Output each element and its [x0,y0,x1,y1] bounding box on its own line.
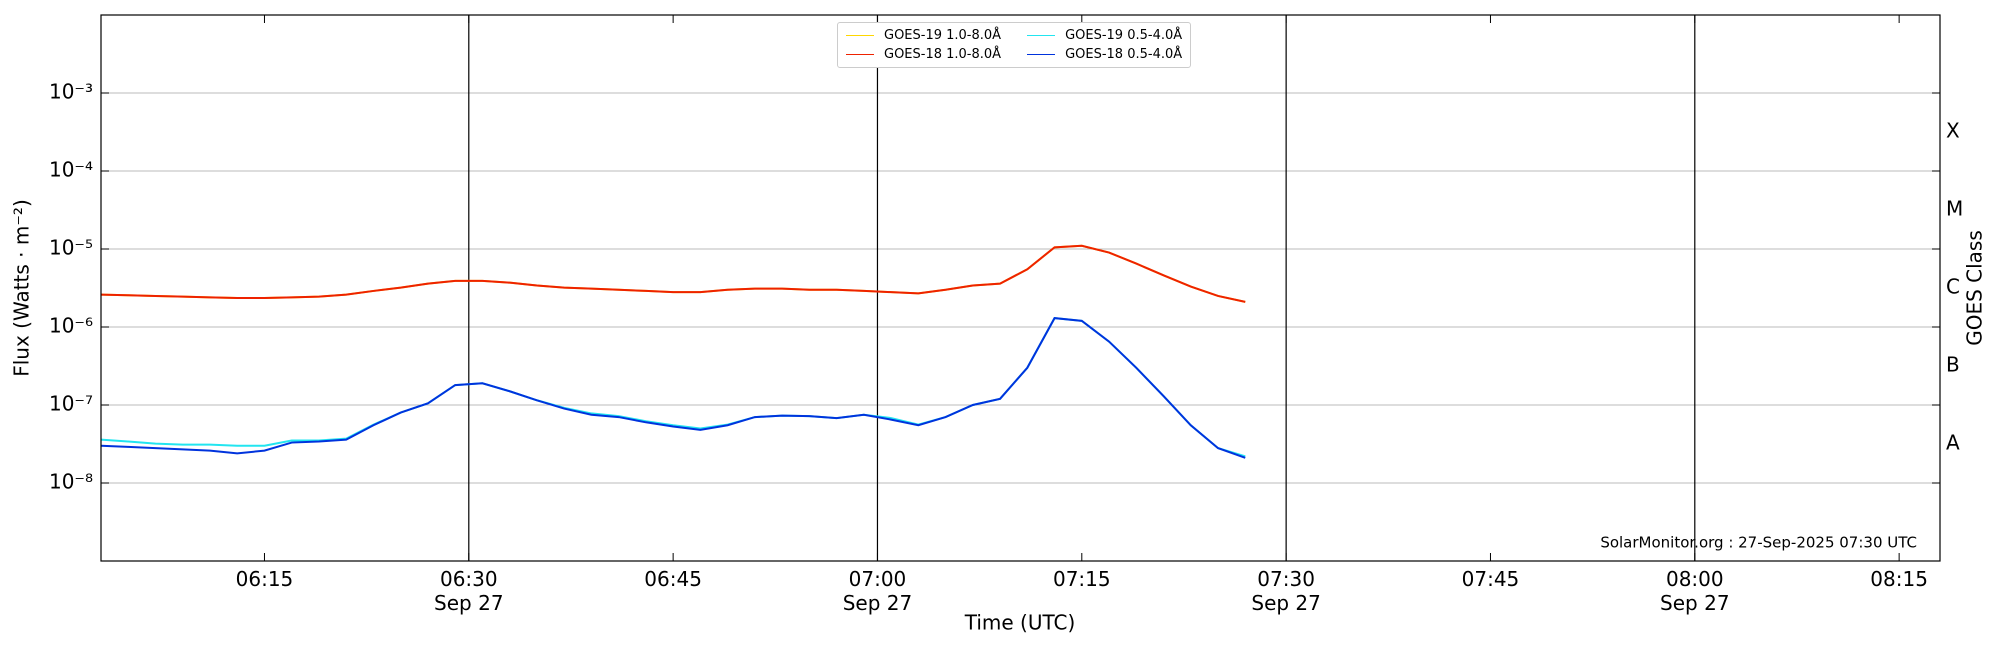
y2-axis-title: GOES Class [1963,230,1987,346]
legend-swatch [1027,54,1056,55]
y2-tick-label: X [1946,119,1960,143]
y2-tick-label: C [1946,275,1960,299]
legend-label: GOES-18 0.5-4.0Å [1065,47,1183,62]
x-tick-label: 07:45 [1461,567,1520,591]
series-line [100,317,1246,459]
legend-label: GOES-18 1.0-8.0Å [884,47,1002,62]
legend-swatch [846,54,874,55]
y2-tick-label: M [1946,197,1963,221]
legend-item: GOES-18 1.0-8.0Å [846,47,1001,62]
x-tick-label: 07:15 [1052,567,1111,591]
plot-frame [100,14,1941,562]
legend-swatch [846,35,874,36]
legend-label: GOES-19 0.5-4.0Å [1065,28,1183,43]
y2-tick-label: B [1946,353,1960,377]
legend-swatch [1027,35,1056,36]
y-axis-title: Flux (Watts · m⁻²) [10,199,34,377]
series-line [100,244,1246,303]
y-tick-label: 10⁻⁴ [49,158,93,182]
legend: GOES-19 1.0-8.0Å GOES-18 1.0-8.0Å GOES-19 … [837,22,1192,68]
series-line [100,317,1246,458]
y-tick-label: 10⁻⁷ [49,392,93,416]
legend-label: GOES-19 1.0-8.0Å [884,28,1002,43]
x-tick-label: 08:15 [1870,567,1928,591]
x-tick-label: 06:15 [235,567,294,591]
x-tick-label: 06:45 [644,567,702,591]
x-axis-title: Time (UTC) [964,611,1076,635]
legend-item: GOES-19 1.0-8.0Å [846,28,1001,43]
x-tick-label: 06:30 Sep 27 [434,567,504,615]
x-tick-label: 08:00 Sep 27 [1660,567,1730,615]
series-line [100,244,1246,303]
legend-item: GOES-18 0.5-4.0Å [1027,47,1182,62]
y-tick-label: 10⁻⁸ [49,470,93,494]
y2-tick-label: A [1946,431,1960,455]
legend-item: GOES-19 0.5-4.0Å [1027,28,1182,43]
x-tick-label: 07:00 Sep 27 [842,567,913,615]
x-tick-label: 07:30 Sep 27 [1251,567,1321,615]
annotation: SolarMonitor.org : 27-Sep-2025 07:30 UTC [1600,534,1917,552]
y-tick-label: 10⁻³ [49,80,93,104]
y-tick-label: 10⁻⁶ [49,314,93,338]
y-tick-label: 10⁻⁵ [49,236,93,260]
